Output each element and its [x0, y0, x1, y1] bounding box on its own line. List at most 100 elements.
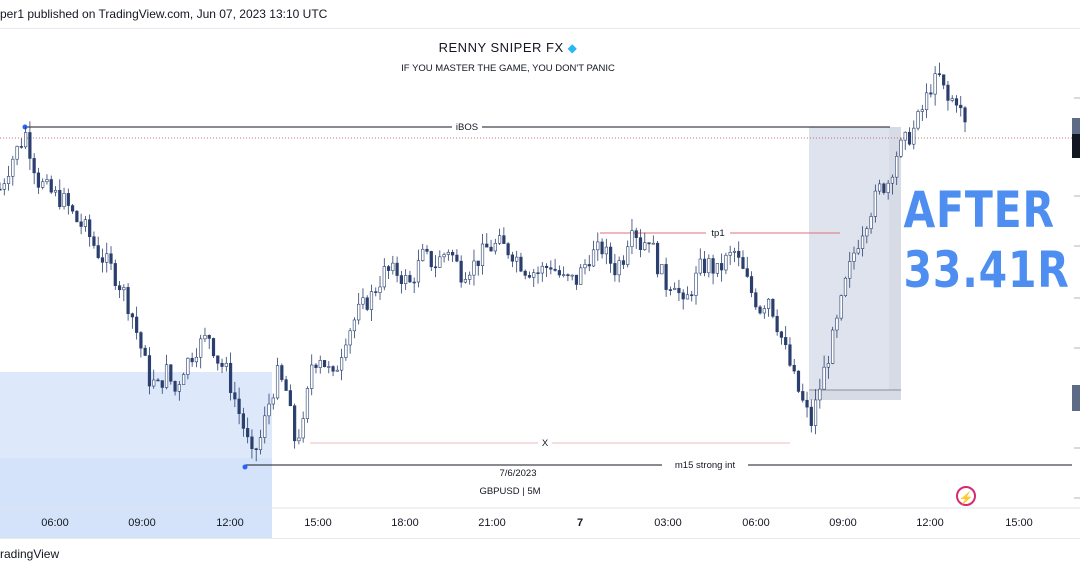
candle: [83, 215, 87, 232]
candle: [75, 210, 79, 223]
candle: [873, 184, 877, 223]
ibos-anchor-dot[interactable]: [22, 124, 28, 130]
candle-body: [365, 297, 369, 310]
candle: [651, 235, 655, 245]
candle-body: [241, 413, 245, 429]
candle-body: [357, 303, 361, 321]
candle: [950, 95, 954, 103]
low-anchor-dot[interactable]: [242, 464, 248, 470]
candle: [924, 83, 929, 118]
candle-body: [549, 267, 553, 270]
candle: [626, 240, 630, 268]
candle: [954, 95, 959, 113]
candle-body: [83, 219, 87, 227]
candle: [382, 258, 386, 291]
overlay-line-1: AFTER: [903, 181, 1055, 239]
chart-title: RENNY SNIPER FX ◆: [0, 40, 1016, 55]
m15-label-bg: [662, 458, 748, 472]
candle-body: [228, 362, 233, 393]
candle-body: [485, 243, 489, 248]
candle-body: [280, 365, 284, 380]
candle-body: [250, 436, 254, 449]
candle: [361, 288, 365, 310]
candle: [553, 258, 557, 272]
candle: [801, 383, 805, 403]
candle-body: [959, 104, 963, 109]
candle: [126, 283, 130, 321]
candle: [135, 306, 139, 340]
candle-body: [169, 364, 173, 382]
candle: [685, 286, 690, 300]
candle-body: [950, 98, 954, 101]
candle-body: [122, 287, 126, 291]
candle-body: [685, 294, 690, 300]
candle-body: [446, 252, 450, 255]
tradingview-brand: radingView: [0, 547, 60, 561]
candle-body: [818, 388, 822, 401]
candle: [288, 384, 292, 407]
candle: [143, 344, 147, 356]
time-tick-label: 03:00: [654, 517, 682, 529]
header-bar: per1 published on TradingView.com, Jun 0…: [0, 0, 1080, 29]
ibos-label-bg: [452, 120, 482, 134]
candle: [459, 255, 463, 288]
time-tick-label: 15:00: [1005, 517, 1033, 529]
result-overlay: AFTER 33.41R: [903, 180, 1069, 300]
candle: [617, 256, 621, 283]
candle: [724, 252, 728, 275]
candle-body: [211, 338, 216, 357]
candle-body: [895, 156, 899, 178]
candle-body: [626, 246, 630, 265]
candle: [527, 271, 532, 279]
candle-body: [762, 308, 766, 314]
candle-body: [510, 254, 515, 262]
candle: [109, 246, 113, 271]
candle: [455, 249, 459, 263]
candle: [587, 255, 591, 272]
candle: [322, 360, 327, 368]
candle-body: [463, 279, 468, 283]
candle: [66, 188, 70, 215]
tp1-label-bg: [706, 226, 730, 240]
candle: [959, 95, 963, 117]
candle: [681, 289, 685, 310]
candle: [374, 287, 378, 297]
candle-body: [6, 176, 11, 184]
candle-body: [796, 370, 801, 392]
candle-body: [745, 268, 749, 277]
candle-body: [369, 291, 374, 310]
candle: [271, 393, 275, 410]
candle: [557, 265, 561, 278]
candle-body: [553, 268, 557, 271]
candle: [711, 254, 715, 285]
candle-body: [621, 260, 626, 265]
candle-body: [732, 250, 737, 253]
candle: [267, 393, 271, 425]
candle-body: [651, 242, 655, 245]
candle: [139, 331, 143, 358]
candle-body: [267, 403, 271, 417]
candle: [11, 155, 15, 186]
candle-body: [766, 298, 771, 309]
candle-body: [186, 357, 190, 375]
candle: [472, 249, 476, 286]
candle: [237, 387, 241, 425]
candle: [796, 370, 801, 393]
candle: [694, 266, 698, 305]
time-tick-label: 18:00: [391, 517, 419, 529]
candle-body: [49, 179, 53, 193]
candle: [2, 178, 6, 196]
candle-body: [536, 272, 540, 274]
candle-body: [570, 274, 574, 277]
candle-body: [399, 275, 403, 284]
chart-area[interactable]: iBOS tp1 X m15 strong int 7/6/2023 GBPUS…: [0, 28, 1080, 538]
price-chart[interactable]: iBOS tp1 X m15 strong int 7/6/2023 GBPUS…: [0, 28, 1080, 538]
candle: [468, 271, 472, 285]
time-tick-label: 12:00: [216, 517, 244, 529]
candle-body: [305, 388, 310, 419]
candle-body: [690, 294, 694, 297]
flash-icon[interactable]: ⚡: [956, 486, 976, 506]
candle-body: [322, 360, 327, 368]
candle: [822, 355, 826, 390]
candle-body: [160, 380, 164, 388]
